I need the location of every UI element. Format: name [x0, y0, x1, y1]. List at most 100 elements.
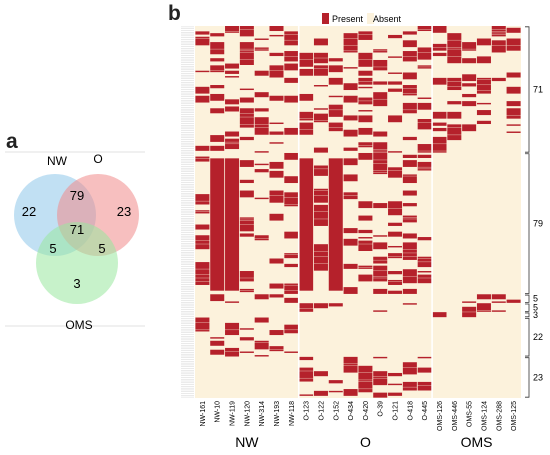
heatmap-cell: [373, 151, 388, 153]
heatmap-cell: [491, 310, 506, 312]
heatmap-cell: [328, 127, 343, 132]
heatmap-cell: [269, 294, 284, 298]
heatmap-cell: [358, 267, 373, 269]
heatmap-cell: [447, 56, 462, 64]
heatmap-cell: [210, 294, 225, 302]
heatmap-cell: [284, 34, 299, 40]
heatmap-cell: [343, 115, 358, 121]
heatmap-cell: [358, 274, 373, 282]
heatmap-cell: [254, 238, 269, 241]
heatmap-cell: [254, 317, 269, 323]
heatmap-cell: [299, 111, 314, 119]
row-block-bracket: [525, 26, 530, 153]
heatmap-cell: [195, 274, 210, 278]
heatmap-cell: [313, 85, 328, 87]
heatmap-cell: [417, 274, 432, 278]
heatmap-cell: [388, 256, 403, 259]
heatmap-cell: [313, 165, 328, 169]
heatmap-cell: [447, 135, 462, 141]
heatmap-cell: [476, 310, 491, 312]
row-block-bracket: [525, 357, 530, 398]
heatmap-cell: [358, 31, 373, 35]
heatmap-cell: [299, 371, 314, 378]
heatmap-cell: [402, 110, 417, 114]
heatmap-cell: [284, 263, 299, 268]
heatmap-cell: [373, 59, 388, 67]
heatmap-cell: [506, 45, 521, 51]
heatmap-cell: [476, 77, 491, 80]
heatmap-cell: [358, 237, 373, 239]
heatmap-cell: [210, 65, 225, 71]
heatmap-cell: [358, 77, 373, 82]
heatmap-cell: [225, 63, 240, 69]
heatmap-cell: [402, 381, 417, 387]
heatmap-cell: [373, 235, 388, 237]
heatmap-cell: [373, 271, 388, 277]
heatmap-cell: [239, 49, 254, 51]
heatmap-cell: [210, 337, 225, 339]
heatmap-cell: [284, 297, 299, 303]
heatmap-cell: [195, 70, 210, 73]
heatmap-cell: [373, 371, 388, 377]
heatmap-cell: [269, 161, 284, 169]
heatmap-cell: [476, 79, 491, 85]
venn-count-nw-only: 22: [22, 204, 36, 219]
heatmap-cell: [358, 229, 373, 234]
heatmap-cell: [417, 119, 432, 123]
heatmap-cell: [402, 387, 417, 391]
heatmap-cell: [195, 317, 210, 323]
heatmap-cell: [284, 40, 299, 46]
heatmap-cell: [195, 269, 210, 275]
heatmap-cell: [388, 81, 403, 85]
column-label: NW-193: [274, 401, 281, 427]
heatmap-cell: [328, 390, 343, 393]
heatmap-cell: [343, 356, 358, 364]
venn-circle-oms: [36, 222, 118, 304]
heatmap-cell: [417, 356, 432, 359]
heatmap-cell: [388, 253, 403, 257]
venn-label-oms: OMS: [65, 318, 92, 332]
group-label: O: [360, 434, 371, 450]
heatmap-cell: [447, 86, 462, 91]
heatmap-cell: [299, 303, 314, 309]
heatmap-cell: [402, 160, 417, 167]
heatmap-cell: [225, 131, 240, 137]
heatmap-cell: [373, 278, 388, 282]
heatmap-cell: [447, 101, 462, 105]
heatmap-cell: [388, 231, 403, 237]
heatmap-cell: [254, 70, 269, 76]
heatmap-cell: [239, 337, 254, 341]
venn-count-oms-only: 3: [73, 276, 80, 291]
heatmap-cell: [417, 167, 432, 169]
heatmap-cell: [462, 83, 477, 87]
legend-present-label: Present: [332, 14, 364, 24]
heatmap-cell: [195, 244, 210, 250]
heatmap-cell: [388, 392, 403, 396]
row-block-count: 23: [533, 372, 543, 382]
heatmap-cell: [210, 93, 225, 101]
heatmap-cell: [402, 51, 417, 57]
heatmap-cell: [388, 372, 403, 377]
heatmap-cell: [239, 160, 254, 167]
heatmap-cell: [417, 122, 432, 130]
heatmap-cell: [358, 70, 373, 76]
row-block-bracket: [525, 294, 530, 303]
heatmap-cell: [210, 135, 225, 142]
heatmap-cell: [328, 77, 343, 85]
heatmap-cell: [254, 38, 269, 40]
heatmap-cell: [210, 58, 225, 62]
heatmap-cell: [313, 263, 328, 271]
heatmap-cell: [299, 308, 314, 312]
heatmap-cell: [284, 231, 299, 239]
column-label: NW-161: [200, 401, 207, 427]
heatmap-cell: [417, 97, 432, 99]
heatmap-cell: [402, 154, 417, 158]
heatmap-cell: [195, 145, 210, 151]
heatmap-cell: [402, 85, 417, 89]
column-labels: NW-161 NW-10 NW-119 NW-120 NW-314 NW-193 NW-11…: [200, 401, 518, 431]
heatmap-cell: [343, 174, 358, 182]
heatmap-cell: [239, 224, 254, 232]
heatmap-cell: [343, 364, 358, 366]
heatmap-cell: [225, 301, 240, 303]
